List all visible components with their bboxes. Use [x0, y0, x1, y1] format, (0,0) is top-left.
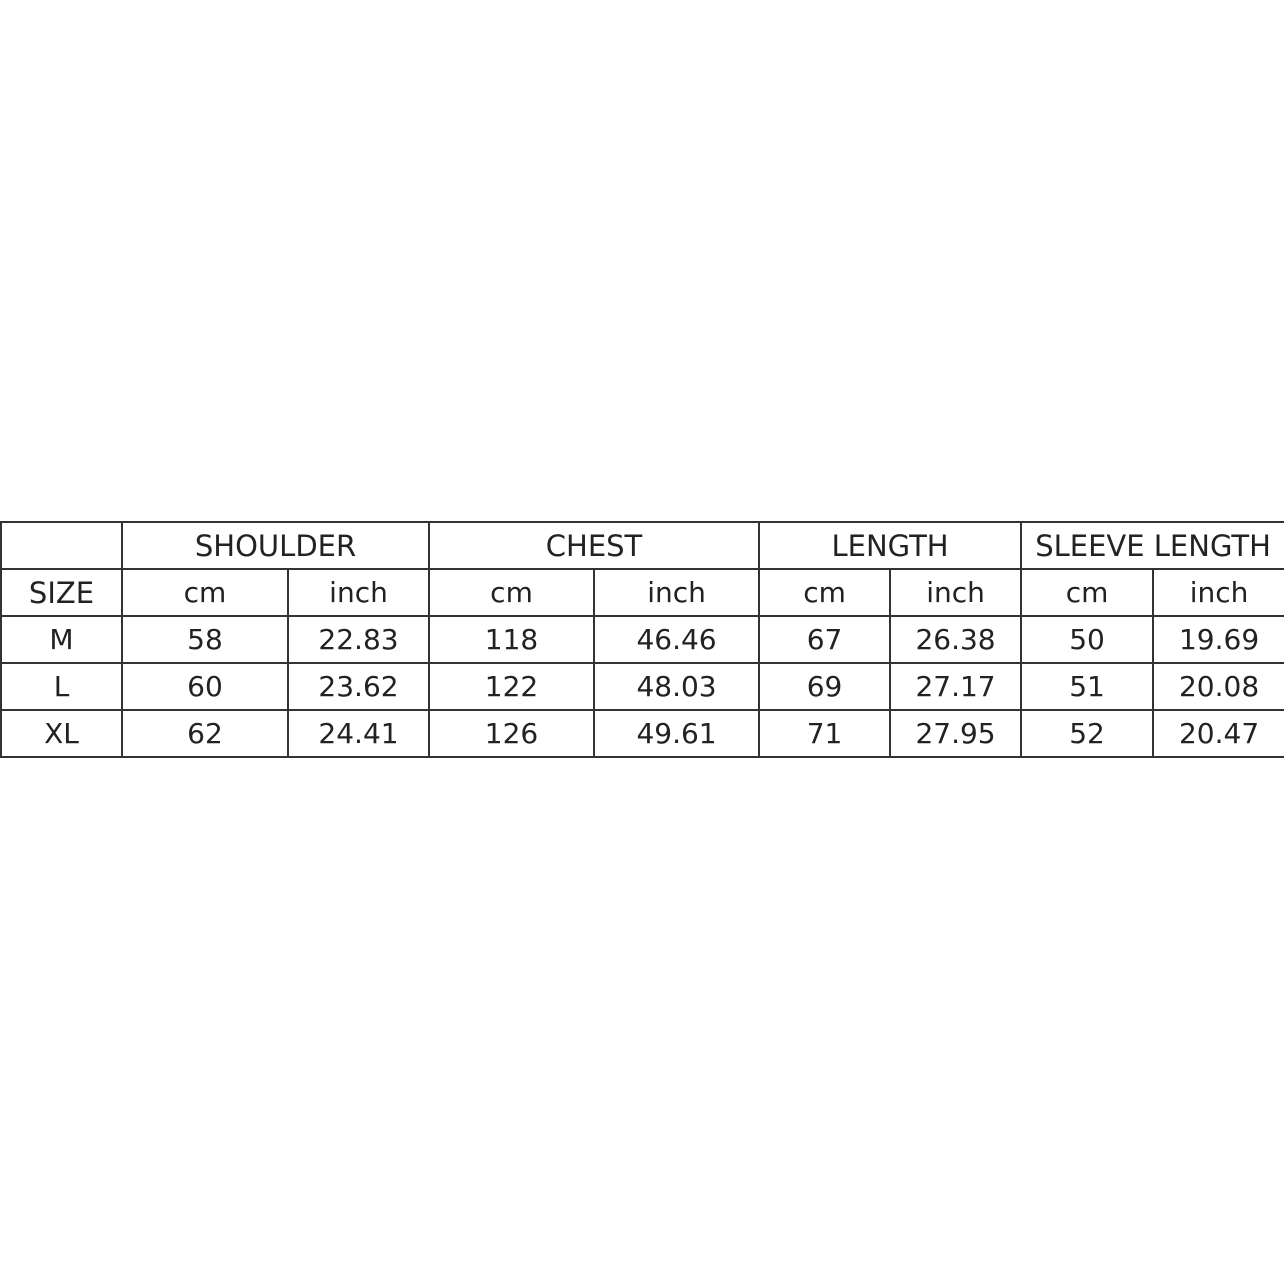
value-cell: 27.17 — [889, 662, 1023, 711]
value-cell: 52 — [1020, 709, 1155, 758]
value-cell: 69 — [758, 662, 892, 711]
value-cell: 19.69 — [1152, 615, 1284, 664]
value-cell: 22.83 — [286, 615, 431, 664]
unit-header: cm — [1020, 568, 1155, 617]
value-cell: 51 — [1020, 662, 1155, 711]
size-chart-table: SHOULDER CHEST LENGTH SLEEVE LENGTH SIZE… — [0, 521, 1284, 758]
value-cell: 26.38 — [889, 615, 1023, 664]
table-row: L 60 23.62 122 48.03 69 27.17 51 20.08 — [0, 662, 1284, 711]
group-header-row: SHOULDER CHEST LENGTH SLEEVE LENGTH — [0, 521, 1284, 570]
header-chest: CHEST — [428, 521, 761, 570]
table-row: M 58 22.83 118 46.46 67 26.38 50 19.69 — [0, 615, 1284, 664]
value-cell: 126 — [428, 709, 596, 758]
value-cell: 71 — [758, 709, 892, 758]
unit-header-row: SIZE cm inch cm inch cm inch cm inch — [0, 568, 1284, 617]
header-size: SIZE — [0, 568, 123, 617]
value-cell: 58 — [121, 615, 289, 664]
value-cell: 27.95 — [889, 709, 1023, 758]
unit-header: cm — [758, 568, 892, 617]
header-shoulder: SHOULDER — [120, 521, 431, 570]
value-cell: 23.62 — [286, 662, 431, 711]
value-cell: 67 — [758, 615, 892, 664]
unit-header: cm — [121, 568, 289, 617]
value-cell: 48.03 — [593, 662, 761, 711]
size-cell: XL — [0, 709, 123, 758]
value-cell: 60 — [121, 662, 289, 711]
value-cell: 122 — [428, 662, 596, 711]
value-cell: 20.47 — [1152, 709, 1284, 758]
unit-header: inch — [1152, 568, 1284, 617]
value-cell: 20.08 — [1152, 662, 1284, 711]
unit-header: inch — [286, 568, 431, 617]
unit-header: cm — [428, 568, 596, 617]
value-cell: 24.41 — [286, 709, 431, 758]
size-cell: L — [0, 662, 123, 711]
unit-header: inch — [593, 568, 761, 617]
value-cell: 49.61 — [593, 709, 761, 758]
table-row: XL 62 24.41 126 49.61 71 27.95 52 20.47 — [0, 709, 1284, 758]
value-cell: 46.46 — [593, 615, 761, 664]
unit-header: inch — [889, 568, 1023, 617]
value-cell: 118 — [428, 615, 596, 664]
header-length: LENGTH — [758, 521, 1023, 570]
empty-corner-cell — [0, 521, 123, 570]
size-cell: M — [0, 615, 123, 664]
value-cell: 50 — [1020, 615, 1155, 664]
header-sleeve-length: SLEEVE LENGTH — [1020, 521, 1284, 570]
value-cell: 62 — [121, 709, 289, 758]
